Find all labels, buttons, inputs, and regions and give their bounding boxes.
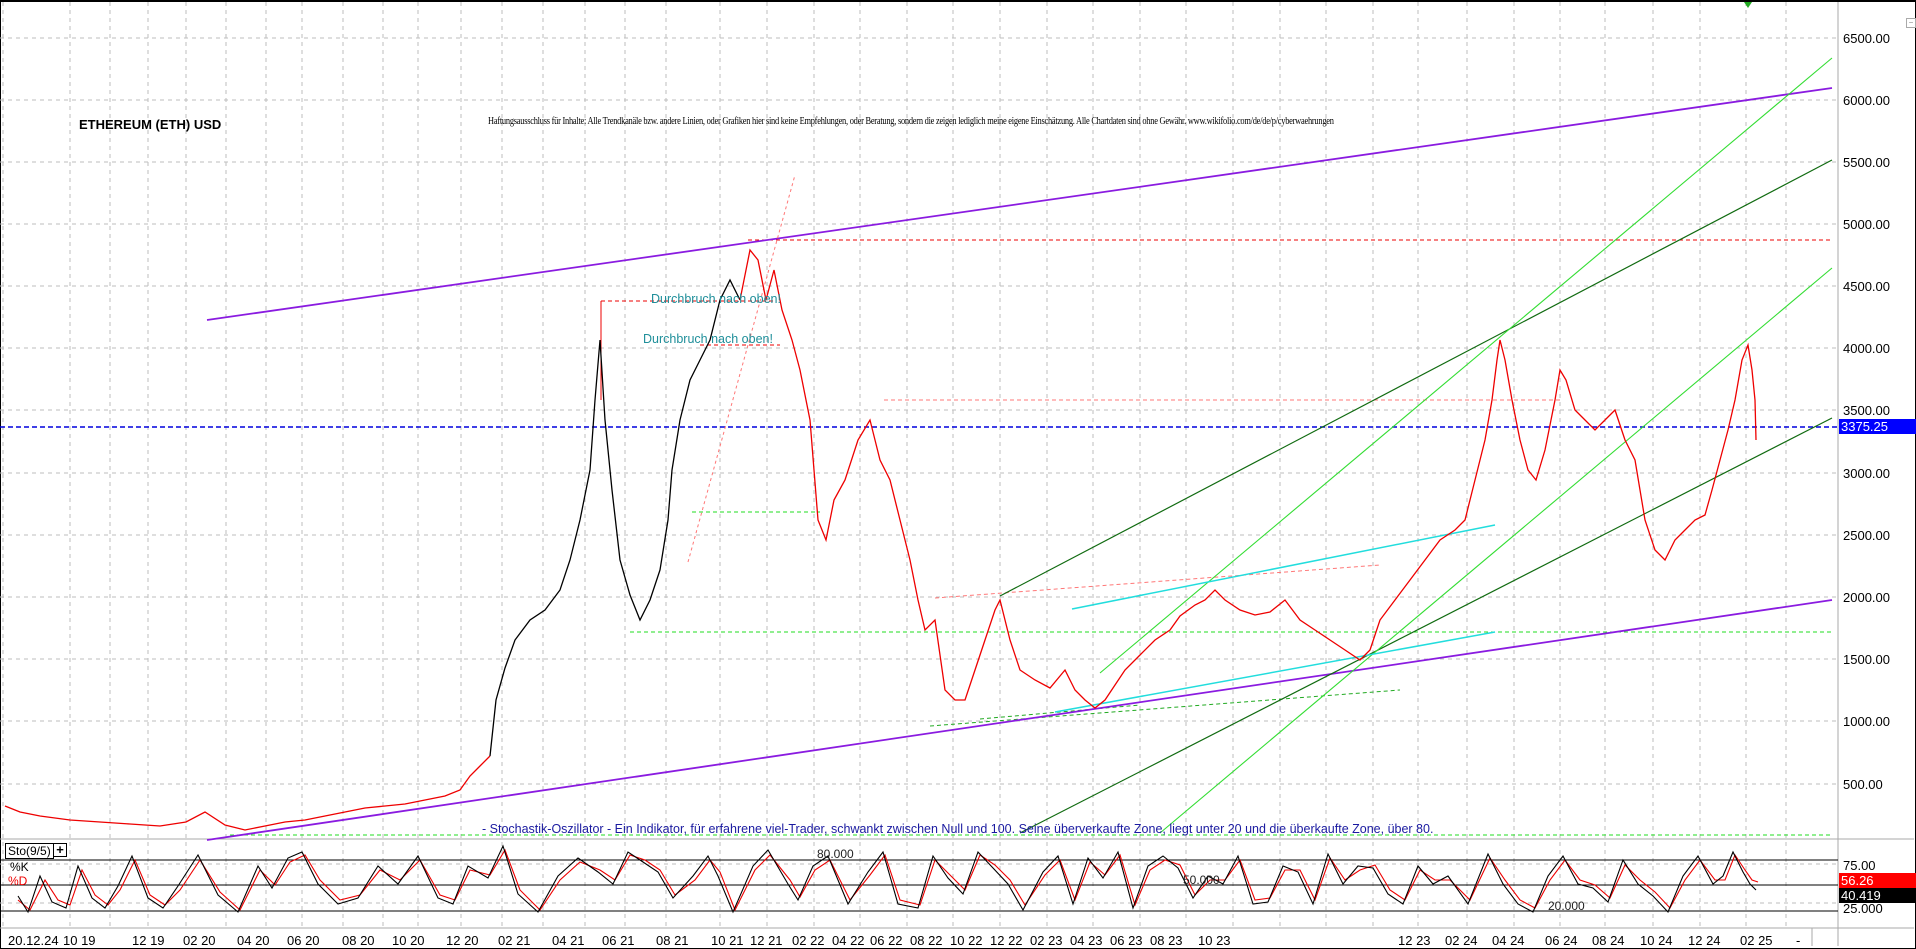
x-tick: 08 20 [342,933,375,948]
x-tick: 04 24 [1492,933,1525,948]
cyan-trendline-2 [1054,631,1496,713]
x-tick: 12 20 [446,933,479,948]
level-50-label: 50.000 [1183,873,1220,887]
x-tick: 04 23 [1070,933,1103,948]
x-tick: 12 23 [1398,933,1431,948]
x-tick: 02 23 [1030,933,1063,948]
lower-channel-darkgreen [1019,417,1833,834]
lower-channel-purple [206,599,1833,841]
y-tick-6000: 6000.00 [1843,93,1890,108]
annotation-breakout-1: Durchbruch nach oben! [651,292,781,306]
y-tick-1000: 1000.00 [1843,714,1890,729]
stochastic-description: - Stochastik-Oszillator - Ein Indikator,… [482,822,1434,836]
x-tick: 10 21 [711,933,744,948]
horizontal-gridlines [0,37,1838,904]
chart-title: ETHEREUM (ETH) USD [79,117,222,132]
stochastic-k-value-badge: 40.419 [1839,888,1916,903]
y-tick-5000: 5000.00 [1843,217,1890,232]
x-tick: 08 21 [656,933,689,948]
upper-channel-purple [206,87,1833,321]
indicator-label-sto[interactable]: Sto(9/5) [5,843,54,859]
x-tick: 02 24 [1445,933,1478,948]
x-tick: 02 22 [792,933,825,948]
x-tick: 10 23 [1198,933,1231,948]
add-indicator-button[interactable]: + [53,843,67,857]
y-tick-500: 500.00 [1843,777,1883,792]
cyan-trendline-1 [1071,524,1496,610]
x-tick: 12 22 [990,933,1023,948]
x-tick: 12 19 [132,933,165,948]
x-tick: 08 22 [910,933,943,948]
x-tick: 10 24 [1640,933,1673,948]
x-tick: 12 24 [1688,933,1721,948]
stochastic-k-line [17,844,1757,914]
x-tick: 02 25 [1740,933,1773,948]
x-tick: 02 21 [498,933,531,948]
x-tick: 06 24 [1545,933,1578,948]
x-tick: 04 22 [832,933,865,948]
x-tick: 04 21 [552,933,585,948]
stochastic-d-line [17,848,1759,912]
y-tick-4500: 4500.00 [1843,279,1890,294]
steep-channel-green-2 [1159,267,1833,834]
x-tick: 02 20 [183,933,216,948]
x-tick: 08 24 [1592,933,1625,948]
x-tick: 10 22 [950,933,983,948]
x-tick: 06 22 [870,933,903,948]
y-tick-6500: 6500.00 [1843,31,1890,46]
price-candles [4,248,1757,831]
annotation-breakout-2: Durchbruch nach oben! [643,332,773,346]
y-tick-3500: 3500.00 [1843,403,1890,418]
y-tick-4000: 4000.00 [1843,341,1890,356]
y-tick-5500: 5500.00 [1843,155,1890,170]
stochastic-d-value-badge: 56.26 [1839,873,1916,888]
x-tick: 12 21 [750,933,783,948]
sto-tick-25: 25.000 [1843,901,1883,916]
x-tick: 06 20 [287,933,320,948]
x-tick: 10 20 [392,933,425,948]
y-tick-2000: 2000.00 [1843,590,1890,605]
marker-triangle [1744,2,1752,8]
y-tick-3000: 3000.00 [1843,466,1890,481]
collapse-pane-button[interactable]: − [1906,18,1916,28]
steep-channel-green-1 [1099,57,1833,674]
sto-tick-75: 75.00 [1843,858,1876,873]
level-80-label: 80.000 [817,847,854,861]
x-tick: 08 23 [1150,933,1183,948]
legend-d: %D [8,874,28,888]
y-tick-2500: 2500.00 [1843,528,1890,543]
legend-k: %K [10,860,29,874]
level-20-label: 20.000 [1548,899,1585,913]
vertical-gridlines [2,2,1787,928]
disclaimer-text: Haftungsausschluss für Inhalte: Alle Tre… [488,116,1334,127]
x-tick: 06 21 [602,933,635,948]
x-tick: 10 19 [63,933,96,948]
current-price-badge: 3375.25 [1839,419,1916,434]
x-tick: - [1796,933,1801,948]
y-tick-1500: 1500.00 [1843,652,1890,667]
x-tick: 04 20 [237,933,270,948]
x-tick: 20.12.24 [8,933,59,948]
x-tick: 06 23 [1110,933,1143,948]
upper-channel-darkgreen [999,159,1833,597]
